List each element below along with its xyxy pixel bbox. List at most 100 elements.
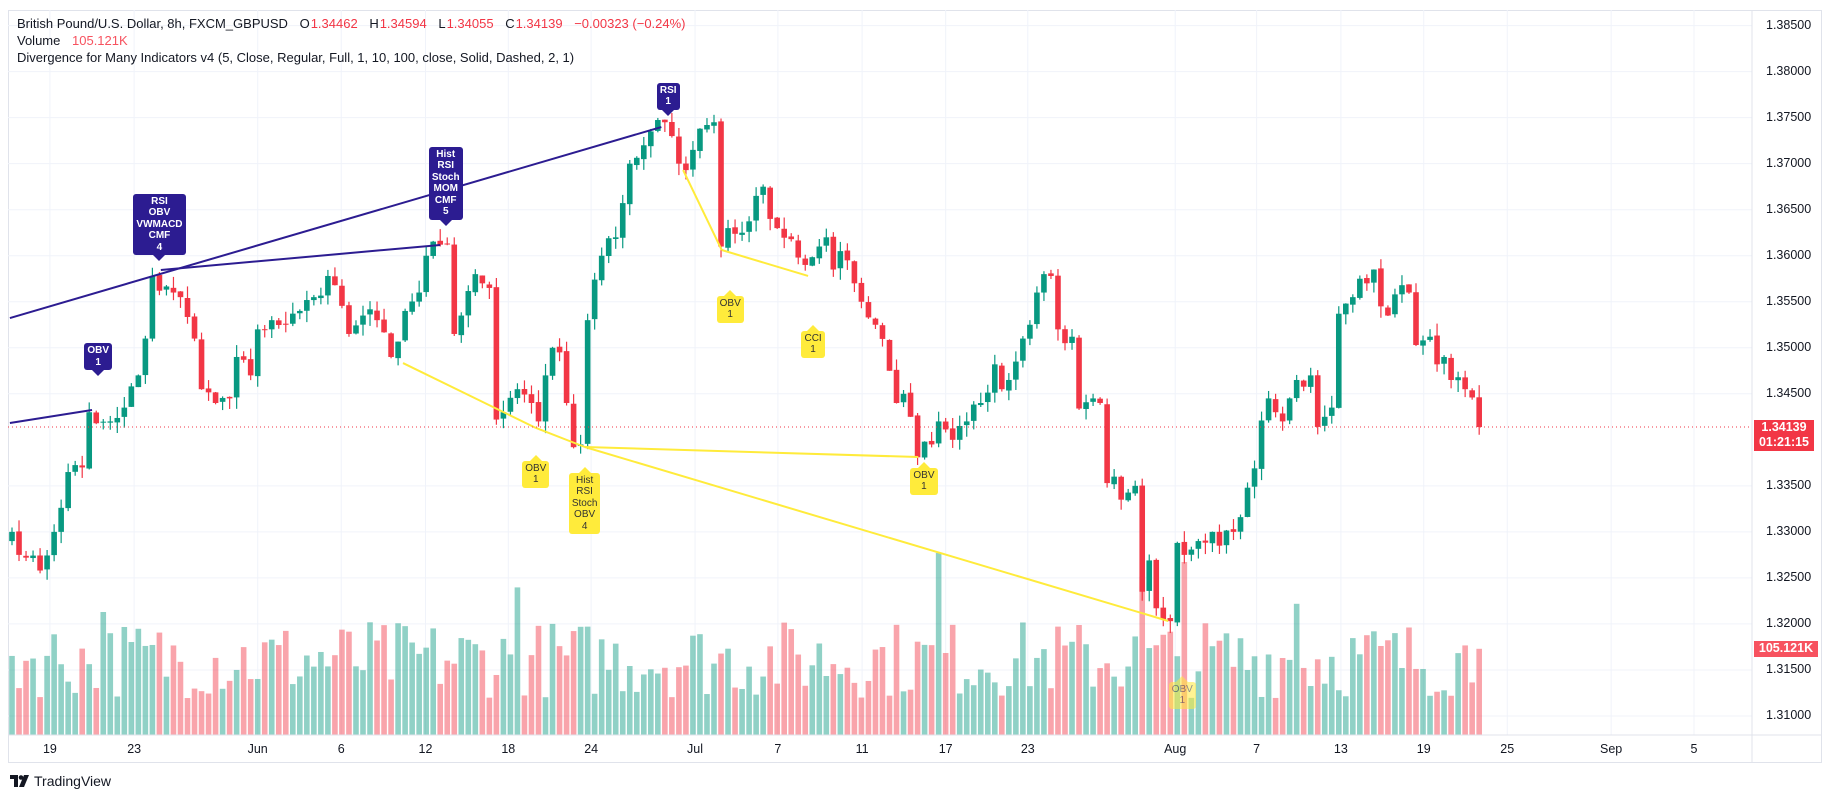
candle[interactable]: [1104, 398, 1110, 488]
candle[interactable]: [1406, 284, 1412, 294]
candle[interactable]: [395, 341, 401, 366]
candle[interactable]: [619, 194, 626, 249]
candle[interactable]: [93, 410, 100, 425]
candle[interactable]: [753, 187, 759, 232]
candle[interactable]: [51, 524, 57, 562]
candle[interactable]: [100, 419, 107, 430]
candle[interactable]: [963, 412, 970, 437]
candle[interactable]: [86, 402, 93, 470]
candle[interactable]: [353, 320, 359, 335]
candle[interactable]: [1048, 269, 1054, 280]
candle[interactable]: [332, 267, 338, 286]
candle[interactable]: [1209, 531, 1216, 553]
candle[interactable]: [992, 354, 998, 403]
candle[interactable]: [1350, 294, 1356, 313]
candle[interactable]: [1153, 558, 1160, 616]
candle[interactable]: [1265, 390, 1272, 423]
candle[interactable]: [114, 406, 121, 434]
candle[interactable]: [865, 296, 872, 319]
candle[interactable]: [1371, 269, 1377, 293]
candle[interactable]: [339, 279, 345, 309]
candle[interactable]: [416, 280, 422, 307]
candle[interactable]: [711, 114, 717, 134]
candle[interactable]: [191, 313, 198, 342]
candle[interactable]: [184, 286, 191, 324]
candle[interactable]: [1062, 325, 1068, 351]
candle[interactable]: [1420, 335, 1426, 355]
candle[interactable]: [977, 392, 984, 407]
candle[interactable]: [521, 380, 528, 403]
candle[interactable]: [837, 241, 844, 280]
symbol-legend[interactable]: British Pound/U.S. Dollar, 8h, FXCM_GBPU…: [17, 16, 686, 32]
candle[interactable]: [570, 394, 577, 449]
candle[interactable]: [1125, 488, 1131, 502]
candle[interactable]: [1392, 288, 1398, 318]
candle[interactable]: [760, 184, 766, 204]
symbol-title[interactable]: British Pound/U.S. Dollar, 8h, FXCM_GBPU…: [17, 16, 288, 31]
candle[interactable]: [65, 463, 71, 512]
candle[interactable]: [774, 216, 780, 230]
candle[interactable]: [1413, 283, 1419, 347]
candle[interactable]: [1139, 478, 1146, 601]
candle[interactable]: [1462, 370, 1468, 398]
candle[interactable]: [704, 118, 710, 133]
candle[interactable]: [549, 346, 556, 380]
candle[interactable]: [444, 237, 451, 246]
candle[interactable]: [732, 219, 738, 244]
candle[interactable]: [1188, 546, 1195, 562]
candle[interactable]: [268, 316, 275, 339]
candle[interactable]: [669, 113, 675, 138]
candle[interactable]: [318, 287, 324, 305]
candle[interactable]: [9, 527, 15, 546]
candle[interactable]: [1013, 351, 1019, 390]
candle[interactable]: [528, 385, 535, 414]
candle[interactable]: [1307, 367, 1314, 393]
candle[interactable]: [163, 285, 170, 296]
candle[interactable]: [367, 301, 373, 326]
candle[interactable]: [767, 186, 773, 231]
candle[interactable]: [1167, 614, 1174, 634]
candle[interactable]: [1041, 271, 1047, 301]
candle[interactable]: [205, 380, 212, 401]
candle[interactable]: [1034, 286, 1040, 329]
candle[interactable]: [290, 302, 296, 327]
tradingview-logo[interactable]: TradingView: [10, 773, 111, 789]
candle[interactable]: [662, 119, 668, 132]
candle[interactable]: [725, 219, 731, 253]
volume-label[interactable]: Volume: [17, 33, 61, 48]
candle[interactable]: [1455, 371, 1461, 392]
candle[interactable]: [23, 550, 29, 562]
candle[interactable]: [149, 267, 156, 342]
candle[interactable]: [261, 324, 268, 338]
candle[interactable]: [584, 313, 591, 450]
candle[interactable]: [1314, 370, 1321, 435]
candle[interactable]: [1069, 329, 1075, 350]
candle[interactable]: [886, 339, 893, 371]
candle[interactable]: [1258, 411, 1265, 481]
candle[interactable]: [507, 390, 514, 416]
candle[interactable]: [809, 256, 816, 267]
candle[interactable]: [542, 363, 549, 434]
candle[interactable]: [1020, 336, 1026, 368]
candle[interactable]: [16, 520, 22, 562]
candle[interactable]: [781, 217, 787, 249]
candle[interactable]: [1427, 329, 1433, 342]
candle[interactable]: [282, 311, 289, 333]
candle[interactable]: [226, 396, 233, 409]
candle[interactable]: [409, 293, 415, 315]
candle[interactable]: [1083, 394, 1089, 420]
candle[interactable]: [381, 308, 387, 333]
candle[interactable]: [472, 269, 479, 296]
candle[interactable]: [1364, 274, 1370, 291]
candle[interactable]: [1293, 374, 1300, 402]
candle[interactable]: [1244, 482, 1251, 518]
candle[interactable]: [935, 411, 942, 448]
candle[interactable]: [942, 417, 949, 433]
candle[interactable]: [142, 335, 149, 384]
candle[interactable]: [563, 341, 570, 406]
candle[interactable]: [430, 240, 436, 259]
candle[interactable]: [1385, 305, 1391, 317]
candle[interactable]: [1300, 379, 1307, 392]
candle[interactable]: [128, 383, 135, 408]
candle[interactable]: [451, 237, 458, 337]
